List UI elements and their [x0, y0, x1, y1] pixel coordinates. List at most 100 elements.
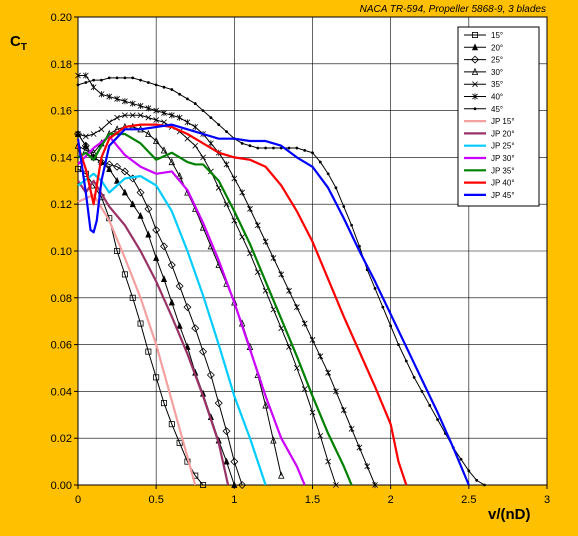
data-point	[123, 76, 127, 80]
data-point	[106, 165, 113, 172]
data-point	[145, 348, 152, 355]
legend-label: 40°	[491, 93, 503, 102]
data-point	[75, 131, 81, 137]
data-point	[381, 305, 385, 309]
data-point	[286, 287, 292, 294]
data-point	[201, 109, 205, 112]
data-point	[82, 72, 89, 79]
data-point	[160, 242, 168, 251]
data-point	[303, 148, 307, 152]
legend-item: JP 15°	[464, 117, 515, 126]
legend-label: JP 45°	[491, 191, 515, 200]
legend-label: 35°	[491, 80, 503, 89]
data-point	[467, 469, 471, 473]
legend-label: JP 20°	[491, 129, 515, 138]
data-point	[145, 105, 152, 112]
data-point	[208, 140, 214, 147]
data-point	[287, 146, 291, 150]
x-tick-label: 2	[388, 494, 394, 506]
data-point	[154, 83, 158, 87]
data-point	[293, 365, 300, 371]
data-point	[192, 142, 199, 149]
data-point	[193, 102, 197, 105]
legend-label: JP 35°	[491, 166, 515, 175]
legend-item: 30°	[464, 67, 503, 77]
data-point	[152, 136, 160, 145]
data-point	[184, 119, 191, 126]
data-point	[114, 247, 121, 254]
data-point	[247, 205, 253, 212]
y-tick-label: 0.10	[51, 246, 72, 258]
data-point	[404, 359, 408, 363]
data-point	[115, 76, 119, 80]
data-point	[311, 151, 314, 155]
y-tick-label: 0.20	[51, 12, 72, 24]
data-point	[199, 347, 208, 356]
series-lines	[74, 72, 486, 489]
legend-item: 35°	[464, 80, 503, 89]
data-point	[231, 217, 238, 224]
legend-marker	[473, 107, 477, 111]
legend-label: 30°	[491, 68, 503, 77]
data-point	[364, 463, 371, 470]
data-point	[106, 119, 113, 126]
y-tick-label: 0.06	[51, 340, 72, 352]
series-11	[77, 135, 306, 486]
series-10	[77, 172, 267, 486]
data-point	[192, 123, 199, 131]
data-point	[317, 353, 324, 360]
data-point	[84, 81, 88, 84]
y-tick-label: 0.04	[51, 386, 72, 398]
data-point	[333, 388, 339, 395]
data-point	[168, 112, 175, 119]
series-9	[77, 179, 230, 486]
data-point	[114, 176, 121, 184]
data-point	[175, 282, 184, 291]
data-point	[121, 271, 128, 278]
data-point	[153, 107, 160, 114]
data-point	[272, 146, 275, 150]
y-tick-label: 0.08	[51, 293, 72, 305]
y-axis-label-sub: T	[21, 42, 27, 53]
series-line	[77, 168, 204, 486]
y-tick-label: 0.02	[51, 433, 72, 445]
legend-item: 20°	[464, 43, 503, 52]
data-point	[90, 131, 97, 137]
data-point	[348, 425, 355, 432]
data-point	[107, 76, 111, 80]
data-point	[82, 133, 89, 140]
data-point	[144, 204, 153, 213]
data-point	[160, 275, 168, 282]
series-line	[77, 132, 353, 486]
data-point	[475, 478, 479, 482]
legend-item: JP 35°	[464, 166, 515, 175]
series-line	[77, 179, 230, 486]
series-13	[76, 123, 408, 486]
data-point	[161, 109, 167, 117]
data-point	[333, 482, 339, 488]
legend-marker	[471, 43, 479, 51]
data-point	[372, 481, 378, 489]
data-point	[137, 112, 144, 119]
legend-item: 25°	[464, 56, 503, 65]
data-point	[225, 130, 228, 134]
data-point	[278, 471, 285, 479]
data-point	[139, 78, 142, 82]
legend-marker	[472, 93, 478, 100]
data-point	[76, 83, 80, 87]
data-point	[459, 457, 463, 461]
x-tick-label: 2.5	[461, 494, 476, 506]
data-point	[342, 205, 346, 208]
series-line	[77, 193, 197, 486]
data-point	[214, 399, 223, 408]
x-tick-label: 1	[231, 494, 237, 506]
data-point	[206, 371, 215, 379]
data-point	[217, 123, 221, 127]
data-point	[129, 100, 136, 107]
data-point	[176, 114, 183, 121]
data-point	[222, 427, 231, 436]
data-point	[122, 98, 128, 105]
data-point	[397, 343, 400, 346]
data-point	[100, 78, 103, 82]
